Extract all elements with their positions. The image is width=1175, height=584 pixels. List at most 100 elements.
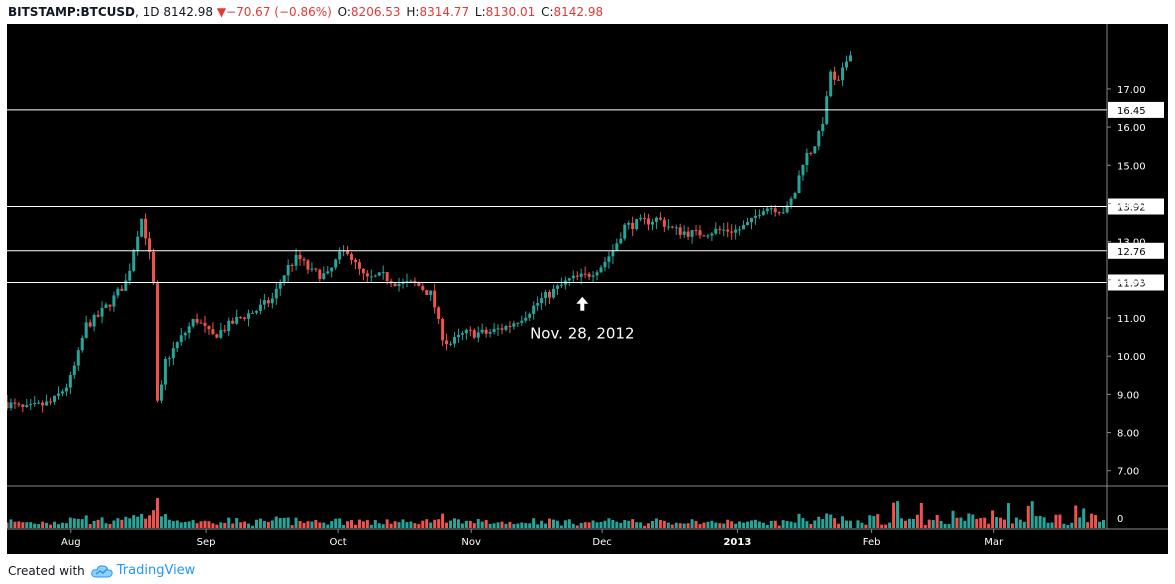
time-tick-label: Aug bbox=[61, 537, 81, 548]
volume-bar bbox=[955, 517, 959, 528]
candle-body bbox=[789, 198, 793, 206]
volume-bar bbox=[757, 521, 761, 528]
volume-bar bbox=[801, 518, 805, 528]
high-label: H: bbox=[406, 5, 420, 19]
volume-bar bbox=[353, 524, 357, 528]
price-axis[interactable]: 7.00 8.00 9.00 10.00 11.00 12.00 13.00 14.00 15.… bbox=[7, 24, 1168, 530]
volume-bar bbox=[140, 513, 144, 528]
volume-bar bbox=[409, 521, 413, 528]
candle-body bbox=[769, 208, 773, 210]
volume-bar bbox=[694, 520, 698, 528]
volume-bar bbox=[9, 519, 13, 528]
volume-bar bbox=[84, 515, 88, 528]
interval-label[interactable]: 1D bbox=[142, 5, 160, 19]
volume-bar bbox=[318, 522, 322, 528]
candle-body bbox=[686, 231, 690, 237]
candle-body bbox=[282, 275, 286, 284]
volume-bar bbox=[951, 510, 955, 528]
candle-body bbox=[155, 283, 159, 401]
volume-bar bbox=[931, 520, 935, 528]
volume-bar bbox=[781, 520, 785, 528]
volume-bar bbox=[742, 522, 746, 528]
level-label-box bbox=[1108, 198, 1164, 215]
candle-body bbox=[662, 219, 666, 227]
candle-body bbox=[631, 222, 635, 230]
volume-bar bbox=[274, 516, 278, 528]
volume-bar bbox=[72, 518, 76, 528]
candle-body bbox=[314, 268, 318, 270]
volume-bar bbox=[654, 518, 658, 528]
level-label: 12.76 bbox=[1117, 247, 1146, 258]
volume-bar bbox=[1010, 523, 1014, 528]
candle-body bbox=[167, 358, 171, 360]
volume-bar bbox=[41, 521, 45, 528]
candle-body bbox=[393, 283, 397, 287]
volume-bar bbox=[1026, 505, 1030, 528]
levels-layer: 16.45 13.92 12.76 11.93 bbox=[7, 101, 1164, 291]
candle-body bbox=[583, 273, 587, 275]
time-axis[interactable]: Aug Sep Oct Nov Dec 2013 Feb Mar bbox=[61, 529, 1004, 548]
volume-bar bbox=[860, 522, 864, 528]
volume-bar bbox=[460, 523, 464, 528]
candle-body bbox=[17, 403, 21, 405]
volume-bar bbox=[472, 523, 476, 528]
candle-body bbox=[326, 271, 330, 274]
volume-bar bbox=[892, 502, 896, 528]
candle-body bbox=[714, 228, 718, 234]
volume-bar bbox=[749, 520, 753, 528]
candle-body bbox=[591, 275, 595, 277]
volume-bar bbox=[49, 524, 53, 528]
candle-body bbox=[524, 317, 528, 321]
price-tick-label: 8.00 bbox=[1117, 429, 1139, 440]
volume-bar bbox=[738, 521, 742, 528]
candle-body bbox=[623, 224, 627, 239]
volume-bar bbox=[805, 521, 809, 528]
candle-body bbox=[274, 288, 278, 299]
candle-body bbox=[682, 231, 686, 235]
candle-body bbox=[108, 304, 112, 307]
volume-bar bbox=[393, 521, 397, 528]
tradingview-link[interactable]: TradingView bbox=[116, 563, 196, 578]
volume-bar bbox=[251, 525, 255, 528]
candle-body bbox=[746, 222, 750, 226]
candle-body bbox=[100, 307, 104, 317]
candle-body bbox=[350, 254, 354, 260]
volume-bar bbox=[615, 521, 619, 528]
candle-body bbox=[56, 393, 60, 396]
volume-bar bbox=[995, 517, 999, 528]
candle-body bbox=[302, 259, 306, 261]
volume-bar bbox=[536, 524, 540, 528]
volume-bar bbox=[555, 520, 559, 528]
volume-bar bbox=[120, 519, 124, 528]
volume-bar bbox=[647, 523, 651, 528]
volume-bar bbox=[488, 523, 492, 528]
price-chart[interactable]: 16.45 13.92 12.76 11.93 7.00 8.00 9.00 10.00 11… bbox=[7, 24, 1168, 554]
volume-bar bbox=[369, 524, 373, 528]
volume-bar bbox=[37, 524, 41, 528]
volume-bar bbox=[777, 525, 781, 528]
volume-bar bbox=[670, 524, 674, 528]
volume-bar bbox=[219, 522, 223, 528]
volume-bar bbox=[88, 524, 92, 528]
candle-body bbox=[611, 250, 615, 257]
candle-body bbox=[639, 218, 643, 220]
volume-bar bbox=[163, 514, 167, 528]
volume-bar bbox=[896, 501, 900, 528]
level-label-box bbox=[1108, 101, 1164, 118]
volume-bar bbox=[639, 522, 643, 528]
volume-bar bbox=[334, 518, 338, 528]
volume-bar bbox=[1050, 522, 1054, 528]
volume-bar bbox=[540, 520, 544, 528]
symbol-name[interactable]: BITSTAMP:BTCUSD bbox=[8, 5, 136, 19]
volume-bar bbox=[722, 523, 726, 528]
volume-bar bbox=[112, 520, 116, 528]
candle-body bbox=[670, 226, 674, 228]
candle-body bbox=[437, 307, 441, 320]
volume-bar bbox=[480, 521, 484, 528]
time-tick-label: Dec bbox=[592, 537, 611, 548]
candle-body bbox=[80, 337, 84, 351]
volume-bar bbox=[45, 522, 49, 528]
high-value: 8314.77 bbox=[419, 5, 470, 19]
candle-body bbox=[500, 328, 504, 330]
candle-body bbox=[179, 335, 183, 343]
